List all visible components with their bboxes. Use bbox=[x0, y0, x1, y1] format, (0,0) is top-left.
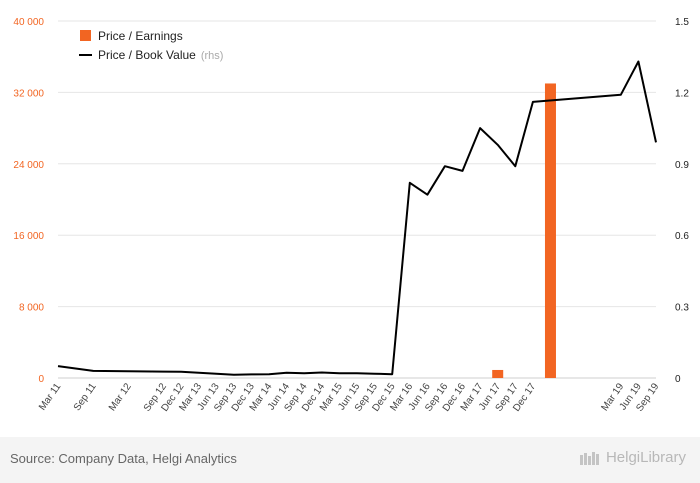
brand-name: HelgiLibrary bbox=[605, 449, 686, 466]
legend-label-pbv-main: Price / Book Value bbox=[98, 48, 196, 62]
y-right-tick-label: 0.9 bbox=[675, 160, 689, 171]
x-tick-label: Mar 11 bbox=[37, 381, 64, 413]
y-left-tick-label: 0 bbox=[38, 374, 44, 385]
library-icon bbox=[579, 451, 599, 465]
series-line bbox=[57, 60, 657, 376]
y-right-tick-label: 1.2 bbox=[675, 88, 689, 99]
legend-label-pbv: Price / Book Value (rhs) bbox=[98, 48, 223, 62]
line-series bbox=[57, 60, 657, 376]
y-left-tick-label: 24 000 bbox=[13, 160, 44, 171]
bar-series bbox=[492, 83, 556, 378]
y-left-tick-label: 8 000 bbox=[19, 303, 44, 314]
y-left-tick-label: 32 000 bbox=[13, 88, 44, 99]
y-right-tick-label: 1.5 bbox=[675, 17, 689, 28]
legend-swatch-bar bbox=[80, 30, 91, 41]
legend-label-pe: Price / Earnings bbox=[98, 29, 183, 43]
y-right-tick-label: 0 bbox=[675, 374, 681, 385]
y-axis-right: 0 0.3 0.6 0.9 1.2 1.5 bbox=[675, 17, 689, 385]
source-note: Source: Company Data, Helgi Analytics bbox=[10, 451, 237, 466]
grid-lines bbox=[58, 20, 656, 379]
x-tick-label: Mar 12 bbox=[107, 381, 134, 413]
chart-plot: 0 8 000 16 000 24 000 32 000 40 000 0 0.3 0.6 0.… bbox=[13, 17, 689, 414]
footer-band bbox=[0, 437, 700, 483]
y-right-tick-label: 0.6 bbox=[675, 231, 689, 242]
y-right-tick-label: 0.3 bbox=[675, 303, 689, 314]
bar bbox=[492, 369, 504, 378]
x-tick-label: Sep 11 bbox=[72, 381, 99, 413]
brand-logo: HelgiLibrary bbox=[579, 449, 686, 466]
y-left-tick-label: 40 000 bbox=[13, 17, 44, 28]
bar bbox=[544, 83, 556, 378]
legend: Price / Earnings Price / Book Value (rhs) bbox=[79, 29, 223, 62]
y-axis-left: 0 8 000 16 000 24 000 32 000 40 000 bbox=[13, 17, 44, 385]
y-left-tick-label: 16 000 bbox=[13, 231, 44, 242]
legend-label-pbv-note: (rhs) bbox=[201, 50, 224, 62]
